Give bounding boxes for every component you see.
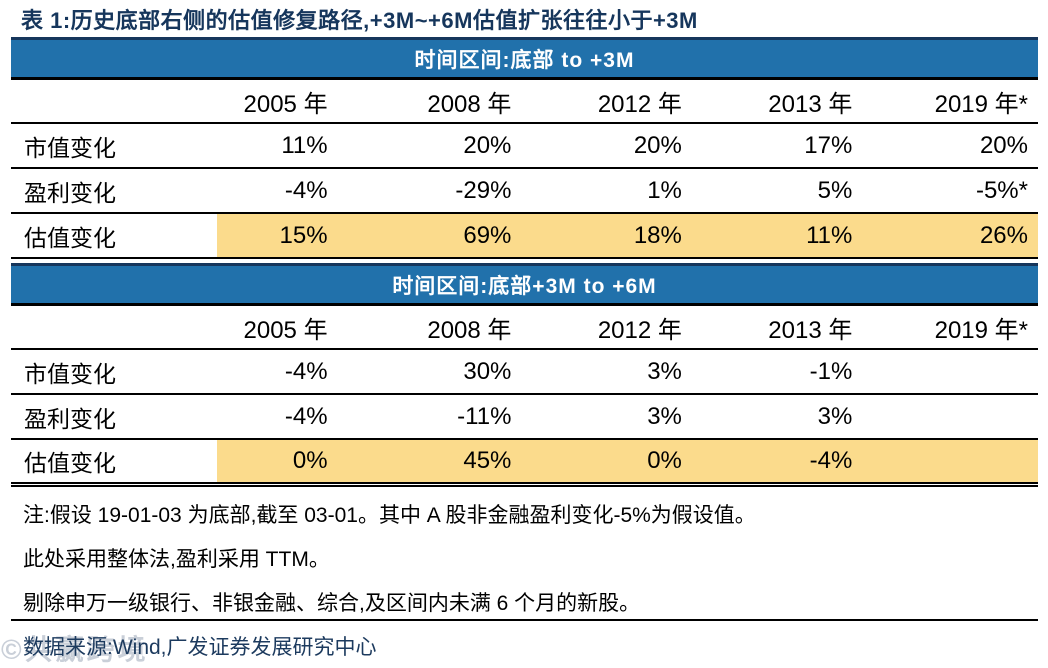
year-header-row: 2005 年 2008 年 2012 年 2013 年 2019 年* xyxy=(11,80,1038,124)
row-label: 估值变化 xyxy=(11,439,218,487)
year-header: 2013 年 xyxy=(691,80,863,124)
value-cell-highlighted: 69% xyxy=(337,213,522,259)
value-cell xyxy=(862,394,1038,440)
footnotes: 注:假设 19-01-03 为底部,截至 03-01。其中 A 股非金融盈利变化… xyxy=(11,494,1038,626)
year-header: 2005 年 xyxy=(217,80,338,124)
period-banner-2: 时间区间:底部+3M to +6M xyxy=(11,263,1038,306)
table-row-earnings: 盈利变化 -4% -29% 1% 5% -5%* xyxy=(11,168,1038,214)
note-line: 剔除申万一级银行、非银金融、综合,及区间内未满 6 个月的新股。 xyxy=(23,592,641,615)
table-title: 表 1:历史底部右侧的估值修复路径,+3M~+6M估值扩张往往小于+3M xyxy=(21,8,698,33)
footer-divider xyxy=(11,619,1038,621)
corner-cell xyxy=(11,80,218,124)
value-cell: 30% xyxy=(337,349,522,395)
value-cell xyxy=(862,349,1038,395)
value-cell: 1% xyxy=(521,168,692,214)
value-cell: -29% xyxy=(337,168,522,214)
year-header-row: 2005 年 2008 年 2012 年 2013 年 2019 年* xyxy=(11,306,1038,350)
year-header: 2005 年 xyxy=(217,306,338,350)
value-cell: -4% xyxy=(217,349,338,395)
row-label: 盈利变化 xyxy=(11,168,218,214)
year-header: 2012 年 xyxy=(521,306,692,350)
row-label: 市值变化 xyxy=(11,349,218,395)
value-cell: 3% xyxy=(521,394,692,440)
value-cell-highlighted: 18% xyxy=(521,213,692,259)
year-header: 2012 年 xyxy=(521,80,692,124)
value-cell: -5%* xyxy=(862,168,1038,214)
value-cell-highlighted: -4% xyxy=(691,439,863,487)
year-header: 2019 年* xyxy=(862,80,1038,124)
value-cell: 20% xyxy=(521,123,692,169)
value-cell: -11% xyxy=(337,394,522,440)
value-cell-highlighted: 26% xyxy=(862,213,1038,259)
table-row-market-cap: 市值变化 11% 20% 20% 17% 20% xyxy=(11,123,1038,169)
value-cell: 11% xyxy=(217,123,338,169)
value-cell: -1% xyxy=(691,349,863,395)
year-header: 2013 年 xyxy=(691,306,863,350)
corner-cell xyxy=(11,306,218,350)
table-section-1: 2005 年 2008 年 2012 年 2013 年 2019 年* 市值变化… xyxy=(11,80,1038,259)
watermark: ©共赢跨境 xyxy=(1,634,149,665)
value-cell-highlighted: 15% xyxy=(217,213,338,259)
value-cell-highlighted: 45% xyxy=(337,439,522,487)
value-cell-highlighted: 11% xyxy=(691,213,863,259)
value-cell: 20% xyxy=(337,123,522,169)
data-source: 数据来源:Wind,广发证券发展研究中心 xyxy=(23,636,377,659)
value-cell: 17% xyxy=(691,123,863,169)
value-cell-highlighted: 0% xyxy=(217,439,338,487)
row-label: 盈利变化 xyxy=(11,394,218,440)
value-cell-highlighted xyxy=(862,439,1038,487)
period-banner-1: 时间区间:底部 to +3M xyxy=(11,37,1038,80)
value-cell-highlighted: 0% xyxy=(521,439,692,487)
report-table: 时间区间:底部 to +3M 2005 年 2008 年 2012 年 2013… xyxy=(11,37,1038,487)
year-header: 2008 年 xyxy=(337,80,522,124)
value-cell: -4% xyxy=(217,394,338,440)
row-label: 估值变化 xyxy=(11,213,218,259)
value-cell: 3% xyxy=(691,394,863,440)
note-line: 注:假设 19-01-03 为底部,截至 03-01。其中 A 股非金融盈利变化… xyxy=(23,504,756,527)
table-row-valuation: 估值变化 15% 69% 18% 11% 26% xyxy=(11,213,1038,259)
table-row-earnings: 盈利变化 -4% -11% 3% 3% xyxy=(11,394,1038,440)
value-cell: 5% xyxy=(691,168,863,214)
row-label: 市值变化 xyxy=(11,123,218,169)
year-header: 2008 年 xyxy=(337,306,522,350)
value-cell: 20% xyxy=(862,123,1038,169)
table-row-market-cap: 市值变化 -4% 30% 3% -1% xyxy=(11,349,1038,395)
table-row-valuation: 估值变化 0% 45% 0% -4% xyxy=(11,439,1038,487)
value-cell: -4% xyxy=(217,168,338,214)
table-section-2: 2005 年 2008 年 2012 年 2013 年 2019 年* 市值变化… xyxy=(11,306,1038,487)
value-cell: 3% xyxy=(521,349,692,395)
note-line: 此处采用整体法,盈利采用 TTM。 xyxy=(23,548,330,571)
year-header: 2019 年* xyxy=(862,306,1038,350)
